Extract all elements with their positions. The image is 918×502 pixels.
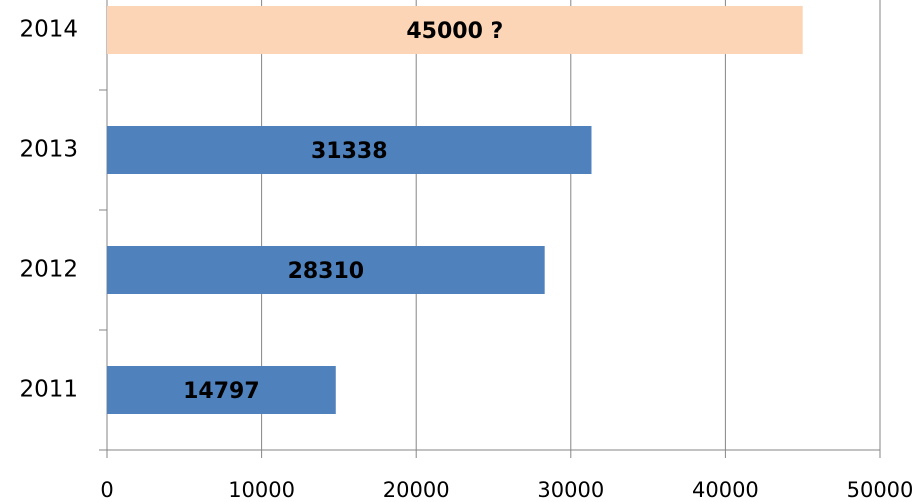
bar (107, 126, 592, 174)
bar (107, 6, 803, 54)
data-label: 28310 (288, 259, 365, 284)
y-tick-label: 2013 (19, 137, 78, 163)
data-label: 14797 (183, 379, 260, 404)
x-tick-label: 30000 (537, 478, 604, 502)
x-tick-label: 20000 (383, 478, 450, 502)
x-tick-label: 10000 (228, 478, 295, 502)
bar (107, 246, 545, 294)
data-label: 45000 ? (406, 19, 503, 44)
x-tick-label: 0 (100, 478, 113, 502)
y-tick-label: 2012 (19, 257, 78, 283)
x-tick-label: 50000 (847, 478, 914, 502)
bar (107, 366, 336, 414)
y-tick-label: 2011 (19, 377, 78, 403)
y-tick-label: 2014 (19, 17, 78, 43)
x-tick-label: 40000 (692, 478, 759, 502)
data-label: 31338 (311, 139, 388, 164)
